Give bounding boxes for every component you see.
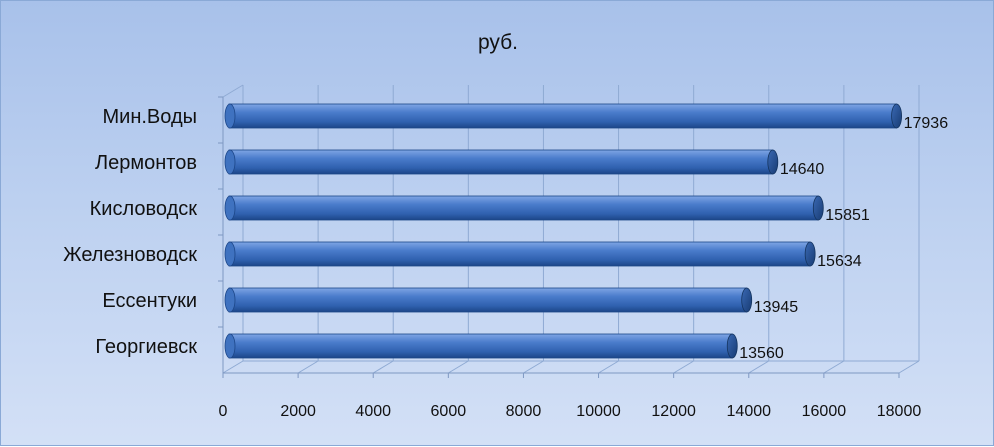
x-tick-label: 6000 xyxy=(431,403,467,420)
floor-line-12000 xyxy=(673,360,694,374)
bar-start-cap xyxy=(224,333,236,359)
floor-line-16000 xyxy=(823,360,845,374)
chart-title: руб. xyxy=(478,31,518,54)
bar-end-cap xyxy=(741,287,753,313)
category-label: Лермонтов xyxy=(95,152,197,174)
bar-body xyxy=(228,287,748,313)
floor-line-10000 xyxy=(598,360,619,374)
bar-start-cap xyxy=(224,241,236,267)
data-label: 17936 xyxy=(904,115,949,132)
floor-line-2000 xyxy=(297,360,319,374)
bar-start-cap xyxy=(224,149,236,175)
bar-end-cap xyxy=(891,103,902,129)
floor-line-0 xyxy=(222,360,244,374)
x-tick-label: 16000 xyxy=(802,403,847,420)
data-label: 13560 xyxy=(739,345,784,362)
category-label: Кисловодск xyxy=(90,198,198,220)
data-label: 14640 xyxy=(780,161,825,178)
x-tick-label: 4000 xyxy=(355,403,391,420)
bar-start-cap xyxy=(224,103,236,129)
category-label: Мин.Воды xyxy=(102,106,197,128)
side-wall-top xyxy=(222,84,244,98)
bar-end-cap xyxy=(767,149,779,175)
bar-body xyxy=(228,195,819,221)
x-tick-label: 8000 xyxy=(506,403,542,420)
x-tick-label: 18000 xyxy=(877,403,922,420)
x-tick-label: 2000 xyxy=(280,403,316,420)
floor-line-8000 xyxy=(523,360,544,374)
bar-body xyxy=(228,241,811,267)
bars-layer xyxy=(224,103,902,359)
bar-end-cap xyxy=(804,241,816,267)
labels-layer: 0 2000 4000 6000 8000 10000 12000 14000 16000 180… xyxy=(63,106,948,420)
x-tick-label: 12000 xyxy=(651,403,696,420)
bar-body xyxy=(228,333,733,359)
grid-layer xyxy=(222,84,920,374)
axis-layer xyxy=(218,96,900,378)
floor-line-6000 xyxy=(448,360,469,374)
floor-line-14000 xyxy=(748,360,770,374)
category-label: Железноводск xyxy=(63,244,197,266)
category-label: Ессентуки xyxy=(102,290,197,312)
data-label: 15634 xyxy=(817,253,862,270)
bar-start-cap xyxy=(224,287,236,313)
x-tick-label: 14000 xyxy=(727,403,772,420)
floor-line-18000 xyxy=(898,360,920,374)
category-label: Георгиевск xyxy=(95,336,197,358)
bar-end-cap xyxy=(726,333,738,359)
bar-body xyxy=(228,103,897,129)
bar-end-cap xyxy=(812,195,824,221)
bar-start-cap xyxy=(224,195,236,221)
floor-line-4000 xyxy=(372,360,394,374)
data-label: 13945 xyxy=(754,299,799,316)
x-tick-label: 0 xyxy=(219,403,228,420)
data-label: 15851 xyxy=(825,207,870,224)
bar-body xyxy=(228,149,774,175)
x-tick-label: 10000 xyxy=(576,403,621,420)
